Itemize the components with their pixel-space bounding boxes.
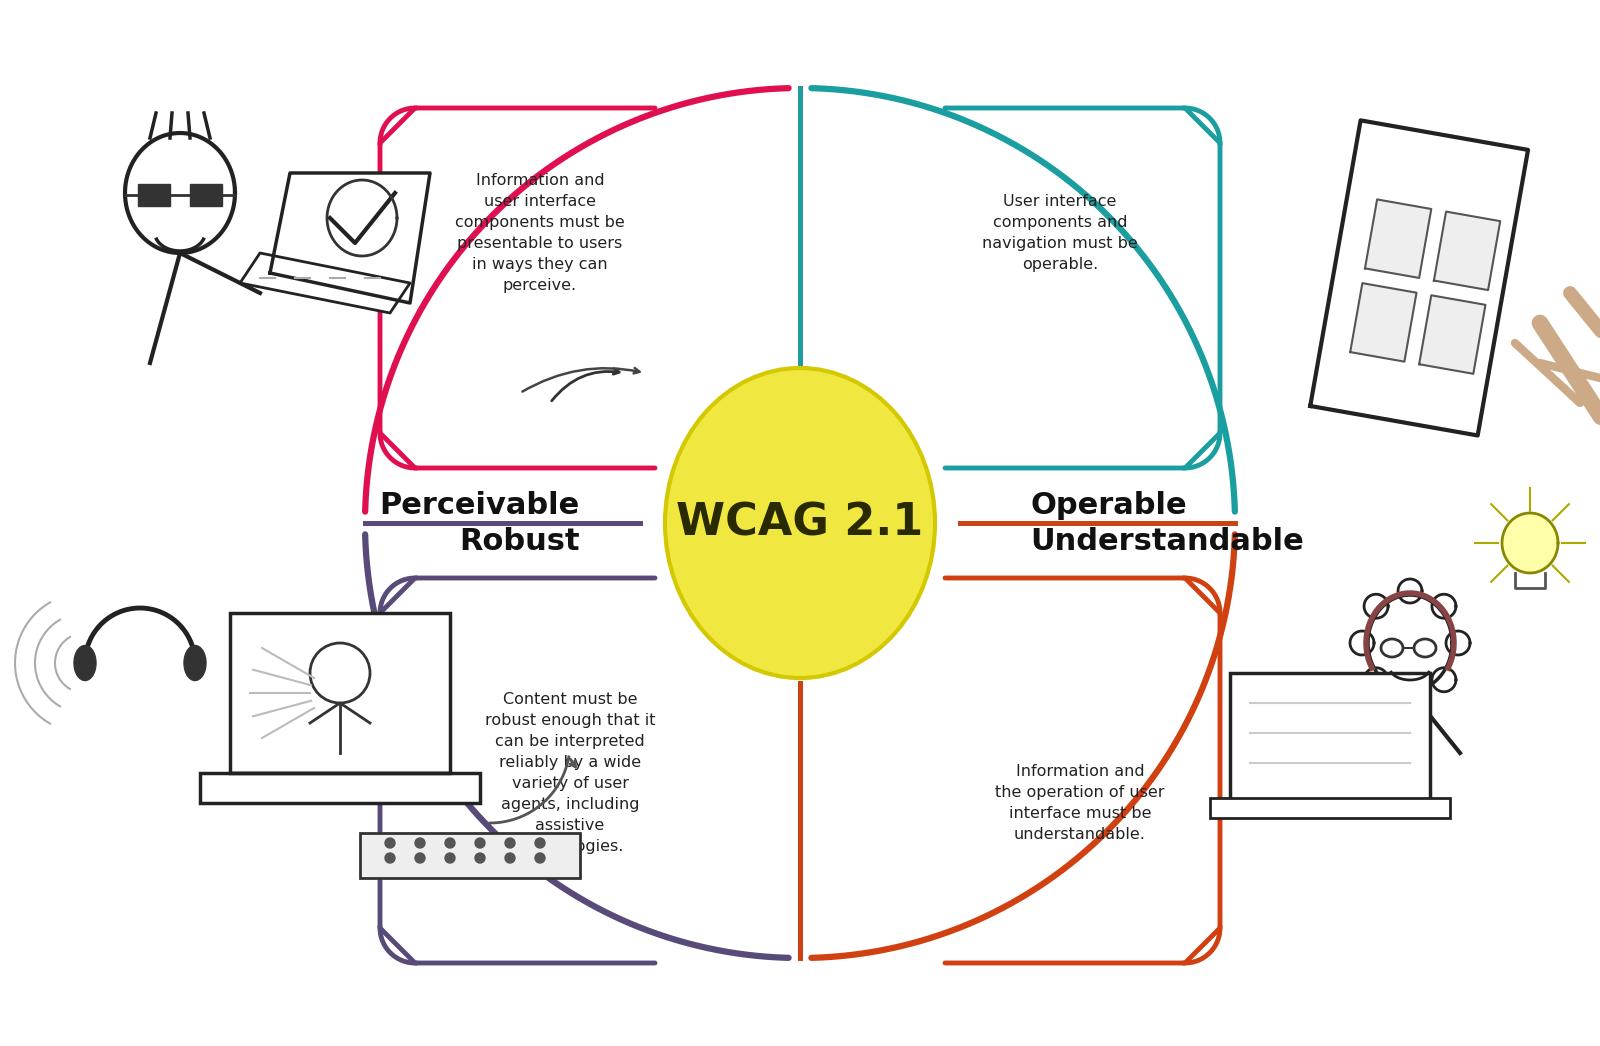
Circle shape bbox=[534, 852, 546, 863]
Bar bbox=[190, 184, 222, 206]
Circle shape bbox=[445, 838, 454, 848]
Polygon shape bbox=[1419, 295, 1485, 373]
Text: WCAG 2.1: WCAG 2.1 bbox=[677, 501, 923, 545]
Polygon shape bbox=[270, 173, 430, 303]
Circle shape bbox=[445, 852, 454, 863]
Text: Operable: Operable bbox=[1030, 491, 1187, 520]
Circle shape bbox=[475, 852, 485, 863]
Polygon shape bbox=[1365, 200, 1432, 278]
Circle shape bbox=[475, 838, 485, 848]
Bar bbox=[230, 613, 450, 773]
Text: Perceivable: Perceivable bbox=[379, 491, 579, 520]
Circle shape bbox=[506, 852, 515, 863]
Ellipse shape bbox=[666, 368, 934, 678]
Circle shape bbox=[386, 838, 395, 848]
Circle shape bbox=[506, 838, 515, 848]
Bar bbox=[360, 833, 579, 878]
Text: Information and
user interface
components must be
presentable to users
in ways t: Information and user interface component… bbox=[454, 173, 626, 293]
Circle shape bbox=[414, 838, 426, 848]
Ellipse shape bbox=[184, 645, 206, 681]
Polygon shape bbox=[1434, 211, 1501, 290]
Circle shape bbox=[414, 852, 426, 863]
Polygon shape bbox=[1350, 283, 1416, 362]
Polygon shape bbox=[1502, 513, 1558, 573]
Bar bbox=[1210, 798, 1450, 818]
Text: User interface
components and
navigation must be
operable.: User interface components and navigation… bbox=[982, 194, 1138, 272]
Bar bbox=[138, 184, 170, 206]
Ellipse shape bbox=[74, 645, 96, 681]
Text: Robust: Robust bbox=[459, 526, 579, 555]
Text: Information and
the operation of user
interface must be
understandable.: Information and the operation of user in… bbox=[995, 764, 1165, 842]
Bar bbox=[1230, 673, 1430, 803]
Bar bbox=[200, 773, 480, 803]
Polygon shape bbox=[240, 253, 410, 313]
Circle shape bbox=[386, 852, 395, 863]
Circle shape bbox=[534, 838, 546, 848]
Text: Content must be
robust enough that it
can be interpreted
reliably by a wide
vari: Content must be robust enough that it ca… bbox=[485, 692, 656, 854]
Polygon shape bbox=[1310, 120, 1528, 435]
Text: Understandable: Understandable bbox=[1030, 526, 1304, 555]
